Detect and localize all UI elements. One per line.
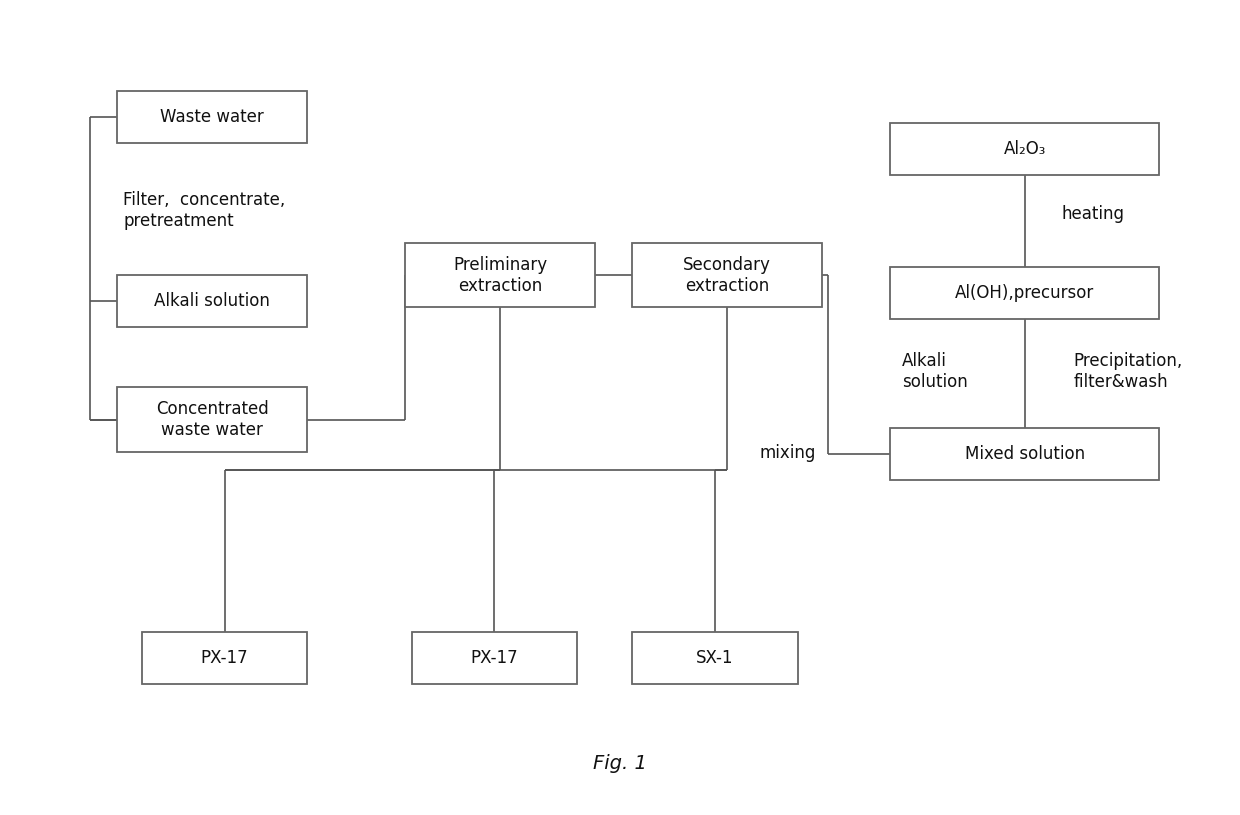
Text: SX-1: SX-1 — [697, 649, 734, 667]
Text: mixing: mixing — [760, 444, 816, 462]
Text: Mixed solution: Mixed solution — [965, 444, 1085, 463]
Text: Alkali
solution: Alkali solution — [901, 352, 967, 391]
FancyBboxPatch shape — [405, 243, 595, 307]
FancyBboxPatch shape — [632, 243, 822, 307]
FancyBboxPatch shape — [890, 428, 1159, 479]
Text: Alkali solution: Alkali solution — [155, 293, 270, 311]
FancyBboxPatch shape — [890, 123, 1159, 175]
Text: Preliminary
extraction: Preliminary extraction — [454, 256, 548, 295]
Text: Secondary
extraction: Secondary extraction — [683, 256, 771, 295]
Text: Precipitation,
filter&wash: Precipitation, filter&wash — [1074, 352, 1183, 391]
Text: heating: heating — [1061, 205, 1125, 222]
FancyBboxPatch shape — [890, 267, 1159, 319]
Text: PX-17: PX-17 — [470, 649, 518, 667]
Text: Concentrated
waste water: Concentrated waste water — [156, 400, 269, 439]
FancyBboxPatch shape — [118, 91, 308, 143]
FancyBboxPatch shape — [632, 632, 797, 684]
Text: PX-17: PX-17 — [201, 649, 248, 667]
Text: Fig. 1: Fig. 1 — [593, 755, 647, 773]
FancyBboxPatch shape — [412, 632, 577, 684]
Text: Filter,  concentrate,
pretreatment: Filter, concentrate, pretreatment — [124, 192, 285, 230]
Text: Al₂O₃: Al₂O₃ — [1003, 140, 1045, 158]
Text: Al(OH),precursor: Al(OH),precursor — [955, 284, 1094, 302]
FancyBboxPatch shape — [141, 632, 308, 684]
FancyBboxPatch shape — [118, 275, 308, 328]
Text: Waste water: Waste water — [160, 108, 264, 126]
FancyBboxPatch shape — [118, 387, 308, 452]
